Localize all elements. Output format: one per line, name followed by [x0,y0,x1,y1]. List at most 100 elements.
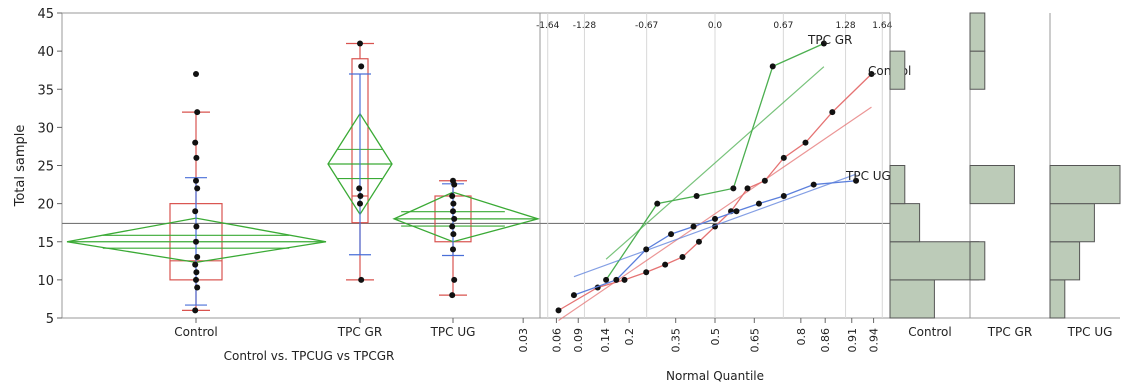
data-point [450,246,456,253]
quantile-top-tick-label: -0.67 [635,21,658,31]
data-point [451,215,458,222]
quantile-series-line [605,42,825,281]
data-point [192,307,199,314]
data-point [192,208,199,215]
quantile-point [761,177,768,184]
quantile-point [802,139,809,146]
histogram-control: Control [889,13,980,339]
quantile-point [643,246,650,253]
quantile-bottom-tick-label: 0.06 [550,328,563,353]
quantile-point [744,185,751,192]
quantile-point [662,261,669,268]
data-point [451,276,458,283]
quantile-bottom-tick-label: 0.65 [748,328,761,353]
histogram-panels: Control TPC GR TPC UG [889,12,1121,339]
quantile-series-label: TPC GR [807,33,852,47]
quantile-series-label: TPC UG [845,169,891,183]
data-point [192,139,199,146]
quantile-point [820,40,827,47]
y-tick-label: 45 [37,7,54,22]
y-tick-label: 20 [37,198,54,213]
quantile-point [679,254,686,260]
quantile-fit-line [558,106,872,322]
quantile-point [730,185,737,192]
quantile-bottom-tick-label: 0.09 [572,328,585,353]
quantile-point [829,109,836,116]
x-category-label: TPC GR [337,325,382,339]
histogram-bar [889,279,935,319]
histogram-bar [1049,279,1066,319]
y-axis-label: Total sample [13,125,28,208]
quantile-top-tick-label: -1.64 [536,21,560,31]
data-point [193,269,200,276]
quantile-point [668,231,675,238]
oneway-frame [61,12,541,319]
data-point [450,208,456,215]
group-1: TPC GR [327,40,393,339]
histogram-bar [969,241,986,281]
quantile-series-tpc-gr: TPC GR [603,33,852,283]
data-point [193,71,199,77]
quantile-top-tick-label: 1.64 [872,21,892,31]
quantile-bottom-tick-label: 0.14 [599,328,612,353]
normal-quantile-panel: -1.64 -1.28 -0.67 0.0 0.67 1.28 1.64 0.03 0.06 0.… [517,12,911,383]
quantile-series-tpc-ug: TPC UG [570,169,891,299]
histogram-bar [1049,241,1081,281]
histogram-bar [889,241,980,281]
quantile-point [780,154,787,161]
oneway-panel: 5 10 15 20 25 30 35 40 45 Total sample Control TPC … [13,7,541,363]
y-tick-label: 30 [37,121,54,136]
quantile-bottom-tick-label: 0.91 [846,328,859,353]
data-point [358,276,365,283]
quantile-bottom-tick-label: 0.35 [670,328,683,353]
histogram-label: TPC GR [987,325,1032,339]
quantile-point [810,181,817,188]
quantile-point [769,63,776,70]
x-category-label: Control [174,325,217,339]
data-point [194,185,201,192]
quantile-point [693,193,700,199]
histogram-bar [1049,203,1095,243]
histogram-bar [889,203,921,243]
quantile-point [643,269,650,276]
data-point [193,238,199,245]
histogram-bar [969,50,986,90]
y-tick-label: 40 [37,45,54,60]
quantile-point [712,215,718,222]
quantile-point [853,177,860,184]
quantile-point [654,200,661,207]
histogram-bar [889,165,906,205]
data-point [450,200,457,207]
histogram-label: TPC UG [1067,325,1113,339]
data-point [451,181,458,188]
quantile-top-tick-label: 0.0 [708,21,723,31]
x-category-label: TPC UG [430,325,476,339]
histogram-label: Control [908,325,951,339]
data-point [193,177,199,184]
quantile-point [868,71,875,77]
quantile-point [555,307,562,314]
y-tick-label: 10 [37,274,54,289]
quantile-bottom-tick-label: 0.86 [819,328,832,353]
quantile-point [733,208,740,215]
data-point [193,154,200,161]
y-tick-label: 5 [46,312,54,327]
quantile-bottom-tick-label: 0.5 [709,328,722,346]
quantile-point [695,238,702,245]
quantile-fit-line [605,66,825,260]
quantile-point [755,200,762,207]
histogram-bar [969,12,986,52]
data-point [450,231,457,238]
data-point [193,276,199,283]
quantile-top-tick-label: 1.28 [836,21,856,31]
y-tick-label: 25 [37,160,54,175]
quantile-point [690,223,697,230]
data-point [356,185,363,192]
data-point [357,193,364,199]
histogram-bar [1049,165,1121,205]
data-point [194,109,201,116]
data-point [449,223,456,230]
mean-diamond [392,191,541,243]
quantile-point [621,276,628,283]
